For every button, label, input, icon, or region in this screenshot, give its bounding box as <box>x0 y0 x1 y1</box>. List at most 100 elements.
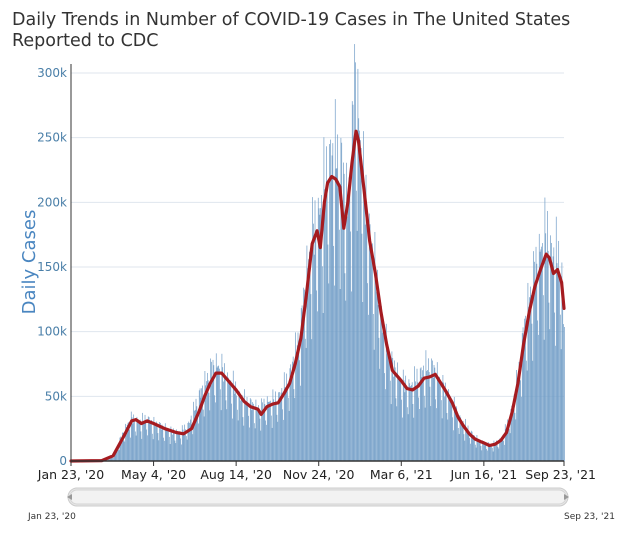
bar <box>484 442 486 461</box>
bar <box>379 368 381 461</box>
bar <box>417 382 419 461</box>
bar <box>495 445 496 461</box>
navigator-left-handle-icon[interactable] <box>67 494 72 500</box>
bar <box>381 305 382 461</box>
bar <box>360 148 362 461</box>
bar <box>549 329 551 461</box>
navigator-thumb[interactable] <box>69 489 567 505</box>
bar <box>174 440 176 461</box>
bar <box>531 323 533 461</box>
bar <box>302 324 304 461</box>
bar <box>143 423 145 461</box>
bar <box>121 439 122 461</box>
bar <box>285 387 287 461</box>
bar <box>344 273 346 461</box>
bar <box>255 399 257 461</box>
bar <box>385 323 387 461</box>
bar <box>437 379 439 461</box>
bar <box>277 421 279 461</box>
bar <box>156 427 158 461</box>
bar <box>501 437 503 461</box>
bar <box>236 395 237 461</box>
bar <box>428 371 430 461</box>
bar <box>152 439 154 461</box>
bar <box>157 433 159 461</box>
bar <box>232 370 234 461</box>
bar <box>336 168 338 461</box>
bar <box>487 450 488 461</box>
bar <box>267 401 269 461</box>
bar <box>487 442 489 461</box>
bar <box>378 337 380 461</box>
bar <box>269 401 271 461</box>
bar <box>271 427 273 461</box>
bar <box>112 457 113 461</box>
bar <box>541 246 543 461</box>
bar <box>462 421 464 461</box>
bar <box>334 285 335 461</box>
bar <box>494 442 496 461</box>
bar <box>231 403 232 461</box>
bar <box>147 435 148 461</box>
bar <box>320 208 322 461</box>
bar <box>436 362 438 461</box>
bar <box>117 447 119 461</box>
bar <box>447 419 449 461</box>
bar <box>298 342 300 461</box>
bar <box>394 360 395 461</box>
bar <box>354 44 356 462</box>
bar <box>561 262 563 461</box>
navigator-right-handle-icon[interactable] <box>564 494 569 500</box>
bar <box>317 197 319 462</box>
y-tick-label: 150k <box>37 260 67 274</box>
bar <box>497 447 499 461</box>
range-navigator[interactable]: Jan 23, '20 Sep 23, '21 <box>27 487 615 522</box>
bar <box>229 382 231 461</box>
bar <box>291 375 292 461</box>
bar <box>294 398 296 461</box>
bar <box>539 251 541 461</box>
bar <box>164 423 166 461</box>
bar <box>190 415 192 461</box>
axes <box>70 64 565 466</box>
bar <box>381 332 383 461</box>
bar <box>445 391 447 461</box>
bar <box>399 376 401 461</box>
bar <box>264 404 266 461</box>
bar <box>536 263 538 461</box>
bar <box>469 438 470 461</box>
bar <box>208 392 210 461</box>
bar <box>240 400 241 461</box>
bar <box>139 420 140 461</box>
bar <box>355 190 357 461</box>
bar <box>283 372 285 461</box>
bar <box>232 418 233 461</box>
bar <box>351 291 352 461</box>
bar <box>244 389 245 461</box>
bar <box>362 301 364 461</box>
bar <box>454 407 456 461</box>
bar <box>238 390 240 461</box>
bar <box>309 252 311 461</box>
bar <box>254 428 256 461</box>
bar <box>296 352 297 461</box>
bar <box>247 406 249 461</box>
bar <box>108 459 109 461</box>
x-tick-label: Jan 23, '20 <box>37 467 104 482</box>
bar <box>482 440 483 461</box>
bar <box>489 444 491 461</box>
bar <box>258 408 260 461</box>
bar <box>380 300 381 461</box>
bar <box>369 224 371 461</box>
bar <box>511 405 513 461</box>
bar <box>225 400 227 461</box>
bar <box>500 439 501 461</box>
bar <box>292 361 293 461</box>
bar <box>216 367 218 461</box>
bar <box>190 419 191 461</box>
bar <box>193 401 194 461</box>
bar <box>414 366 415 461</box>
bar <box>518 361 520 461</box>
bar <box>332 143 334 461</box>
bar <box>432 360 433 461</box>
